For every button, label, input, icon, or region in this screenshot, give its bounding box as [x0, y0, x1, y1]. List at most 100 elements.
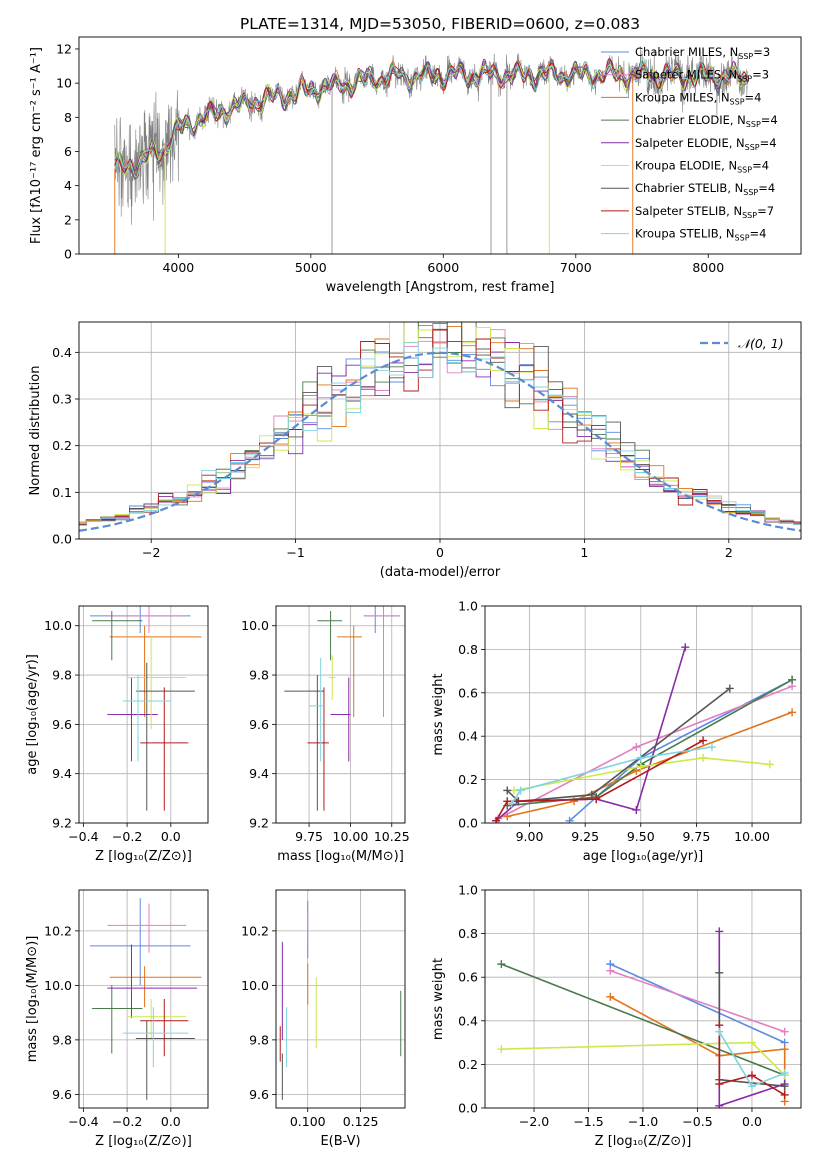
x-tick-label: −0.4: [68, 1114, 98, 1129]
y-tick-label: 10.0: [241, 618, 269, 633]
legend-label-tail: =4: [758, 181, 775, 195]
axes-age_vs_mass: 9.75 10.00 10.25 9.2 9.4 9.6 9.8 10.0 mass [log₁…: [241, 605, 410, 864]
y-tick-label: 1.0: [458, 883, 478, 898]
x-tick-label: 0.100: [290, 1114, 326, 1129]
x-tick-label: 10.25: [374, 829, 410, 844]
legend-label-tail: =3: [752, 68, 769, 82]
y-tick-label: 9.6: [52, 1087, 72, 1102]
weight-series-line: [501, 963, 785, 1077]
y-tick-label: 4: [64, 178, 72, 193]
weight-point-marker: [681, 643, 690, 652]
x-axis-label: age [log₁₀(age/yr)]: [583, 849, 704, 864]
x-axis-label: Z [log₁₀(Z/Z⊙)]: [95, 849, 192, 864]
axes-weight_vs_age: 9.00 9.25 9.50 9.75 10.00 0.0 0.2 0.4 0.6 0.8 1.0 a…: [431, 599, 802, 864]
legend-label: Kroupa STELIB, NSSP=4: [635, 227, 766, 243]
weight-series-line: [610, 969, 785, 1033]
y-tick-label: 1.0: [458, 599, 478, 614]
x-axis-label: (data-model)/error: [380, 565, 501, 580]
y-tick-label: 9.6: [249, 717, 269, 732]
weight-point-marker: [788, 675, 797, 684]
x-axis-label: Z [log₁₀(Z/Z⊙)]: [595, 1134, 692, 1149]
legend: 𝒩(0, 1): [700, 336, 784, 351]
weight-point-marker: [780, 1069, 789, 1078]
model-spectrum-line: [114, 57, 749, 178]
weight-point-marker: [632, 743, 641, 752]
weight-series-line: [513, 757, 770, 792]
x-tick-label: 9.50: [627, 829, 655, 844]
weight-point-marker: [715, 1027, 724, 1036]
histogram-plot: [79, 322, 801, 532]
x-tick-label: 0.0: [742, 1114, 762, 1129]
x-tick-label: 0.125: [343, 1114, 379, 1129]
y-tick-label: 0.0: [458, 816, 478, 831]
weight-plot: [492, 643, 797, 823]
legend-label-sub: SSP: [745, 143, 760, 152]
weight-point-marker: [587, 790, 596, 799]
weight-point-marker: [503, 797, 512, 806]
y-tick-label: 0.6: [458, 685, 478, 700]
weight-point-marker: [747, 1082, 756, 1091]
axes-weight_vs_Z: −2.0 −1.5 −1.0 −0.5 0.0 0.0 0.2 0.4 0.6 0.8 1.0 Z […: [431, 883, 802, 1149]
y-tick-label: 9.6: [52, 717, 72, 732]
weight-series-line: [718, 1025, 786, 1096]
y-axis-label: mass weight: [431, 673, 446, 755]
legend-label-sub: SSP: [735, 234, 750, 243]
weight-point-marker: [747, 1071, 756, 1080]
errorbar-plot: [89, 898, 202, 1100]
y-tick-label: 0.2: [458, 1057, 478, 1072]
y-tick-label: 10.0: [241, 978, 269, 993]
errorbar-plot: [284, 606, 401, 811]
x-axis-label: mass [log₁₀(M/M⊙)]: [277, 849, 404, 864]
x-axis-label: E(B-V): [320, 1134, 360, 1149]
y-tick-label: 0.1: [52, 485, 72, 500]
axes-frame: [78, 605, 209, 824]
x-tick-label: 0: [436, 545, 444, 560]
histogram-step-line: [79, 329, 801, 525]
legend-label-main: Salpeter MILES, N: [635, 68, 737, 82]
axes-spectrum: 4000 5000 6000 7000 8000 0 2 4 6 8 10 12 wavelength …: [29, 36, 802, 295]
weight-series-line: [507, 679, 793, 807]
y-axis-label: mass weight: [431, 958, 446, 1040]
y-tick-label: 8: [64, 110, 72, 125]
y-axis-label: Flux [fλ10⁻¹⁷ erg cm⁻² s⁻¹ A⁻¹]: [29, 47, 44, 244]
legend-label-main: Chabrier ELODIE, N: [635, 113, 746, 127]
axes-mass_vs_Z: −0.4 −0.2 0.0 9.6 9.8 10.0 10.2 Z [log₁₀(Z/Z⊙)]…: [25, 889, 209, 1149]
y-tick-label: 0.0: [458, 1101, 478, 1116]
x-tick-label: −1.0: [628, 1114, 658, 1129]
x-tick-label: −1.5: [573, 1114, 603, 1129]
legend-label: Chabrier ELODIE, NSSP=4: [635, 113, 778, 129]
weight-series-line: [506, 687, 731, 803]
weight-point-marker: [509, 786, 518, 795]
weight-point-marker: [747, 1038, 756, 1047]
legend-label-main: Chabrier MILES, N: [635, 45, 738, 59]
x-tick-label: 5000: [295, 260, 327, 275]
spectrum-plot: [114, 46, 749, 254]
x-tick-label: 6000: [427, 260, 459, 275]
weight-point-marker: [636, 753, 645, 762]
x-tick-label: −0.2: [112, 829, 142, 844]
x-axis-label: Z [log₁₀(Z/Z⊙)]: [95, 1134, 192, 1149]
legend-label: Salpeter STELIB, NSSP=7: [635, 204, 774, 220]
weight-point-marker: [699, 736, 708, 745]
legend-label-main: Salpeter STELIB, N: [635, 204, 742, 218]
model-spectrum-line: [114, 59, 749, 172]
weight-point-marker: [715, 968, 724, 977]
axes-frame: [275, 605, 406, 824]
x-axis-label: wavelength [Angstrom, rest frame]: [326, 280, 555, 295]
legend-label: Salpeter ELODIE, NSSP=4: [635, 136, 777, 152]
legend-label-tail: =3: [753, 45, 770, 59]
y-tick-label: 9.2: [249, 816, 269, 831]
weight-point-marker: [780, 1090, 789, 1099]
weight-point-marker: [516, 786, 525, 795]
weight-point-marker: [780, 1082, 789, 1091]
legend-label: Kroupa MILES, NSSP=4: [635, 90, 761, 106]
weight-point-marker: [788, 708, 797, 717]
axes-residuals: −2 −1 0 1 2 0.0 0.1 0.2 0.3 0.4 (data-model)/error…: [28, 321, 802, 580]
x-tick-label: 9.75: [682, 829, 710, 844]
y-tick-label: 9.8: [249, 1032, 269, 1047]
weight-point-marker: [503, 812, 512, 821]
x-tick-label: −0.2: [112, 1114, 142, 1129]
weight-point-marker: [492, 816, 501, 823]
weight-series-line: [507, 711, 793, 818]
x-tick-label: 2: [725, 545, 733, 560]
